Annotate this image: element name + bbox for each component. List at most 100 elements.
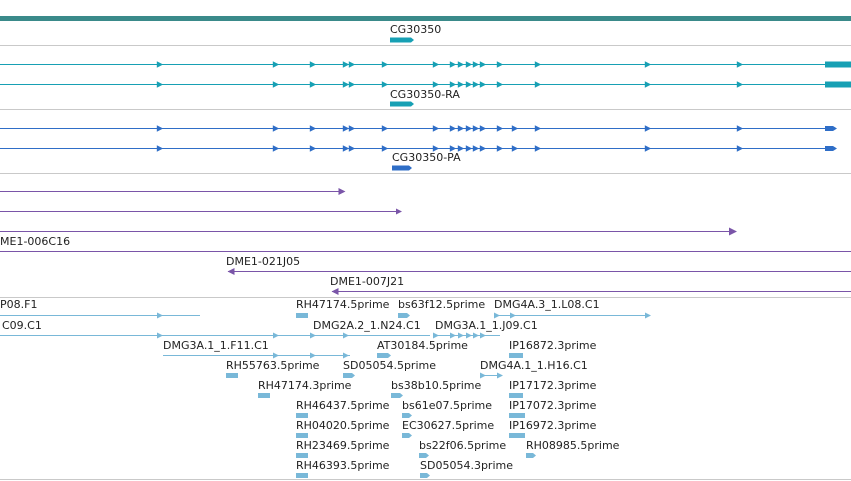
strand-arrow: [644, 125, 652, 132]
strand-arrow: [496, 81, 504, 88]
strand-arrow: [511, 125, 519, 132]
est-block: [402, 413, 412, 418]
est-block: [296, 453, 308, 458]
est-label[interactable]: IP16972.3prime: [509, 419, 597, 432]
strand-arrow: [465, 61, 473, 68]
est-label[interactable]: EC30627.5prime: [402, 419, 495, 432]
est-label[interactable]: RH47174.5prime: [296, 298, 390, 311]
est-arrow: [480, 372, 486, 379]
strand-arrow: [472, 81, 480, 88]
strand-arrow: [479, 125, 487, 132]
est-label[interactable]: DMG4A.1_1.H16.C1: [480, 359, 588, 372]
strand-arrow: [644, 145, 652, 152]
strand-arrow: [156, 125, 164, 132]
est-label[interactable]: bs22f06.5prime: [419, 439, 507, 452]
est-label[interactable]: IP17072.3prime: [509, 399, 597, 412]
est-label[interactable]: RH23469.5prime: [296, 439, 390, 452]
strand-arrow: [348, 145, 356, 152]
strand-arrow: [272, 145, 280, 152]
strand-arrow: [496, 145, 504, 152]
est-label[interactable]: C09.C1: [2, 319, 42, 332]
gene-label[interactable]: CG30350: [390, 23, 442, 36]
est-arrow: [458, 332, 464, 339]
exon-block: [825, 81, 851, 88]
est-block: [296, 433, 308, 438]
strand-arrow: [449, 125, 457, 132]
strand-arrow: [457, 145, 465, 152]
est-label[interactable]: RH04020.5prime: [296, 419, 390, 432]
strand-arrow: [534, 145, 542, 152]
strand-arrow: [465, 81, 473, 88]
strand-arrow: [432, 145, 440, 152]
est-arrow: [310, 332, 316, 339]
est-label[interactable]: P08.F1: [0, 298, 38, 311]
est-label[interactable]: SD05054.3prime: [420, 459, 513, 472]
est-arrow: [273, 352, 279, 359]
strand-arrow: [432, 61, 440, 68]
strand-arrow: [534, 125, 542, 132]
est-label[interactable]: SD05054.5prime: [343, 359, 436, 372]
strand-arrow: [272, 125, 280, 132]
strand-arrow: [457, 125, 465, 132]
est-label[interactable]: IP17172.3prime: [509, 379, 597, 392]
est-label[interactable]: AT30184.5prime: [377, 339, 468, 352]
est-label[interactable]: RH46393.5prime: [296, 459, 390, 472]
strand-arrow: [736, 81, 744, 88]
strand-arrow: [736, 145, 744, 152]
est-label[interactable]: bs38b10.5prime: [391, 379, 482, 392]
clone-label[interactable]: DME1-021J05: [226, 255, 301, 268]
est-block: [509, 353, 523, 358]
est-arrow: [433, 332, 439, 339]
est-block: [420, 473, 430, 478]
est-arrow: [157, 332, 163, 339]
strand-arrow: [309, 125, 317, 132]
strand-arrow: [272, 81, 280, 88]
est-label[interactable]: RH08985.5prime: [526, 439, 620, 452]
top-band: [0, 16, 851, 21]
strand-arrow: [348, 81, 356, 88]
est-block: [398, 313, 410, 318]
est-arrow: [450, 332, 456, 339]
clone-arrow: [396, 208, 402, 215]
gene-feature: [390, 37, 414, 43]
transcript-ra-label[interactable]: CG30350-RA: [390, 88, 460, 101]
clone-label[interactable]: ME1-006C16: [0, 235, 71, 248]
est-arrow: [466, 332, 472, 339]
est-block: [509, 393, 523, 398]
strand-arrow: [449, 61, 457, 68]
est-arrow: [343, 352, 349, 359]
est-label[interactable]: IP16872.3prime: [509, 339, 597, 352]
strand-arrow: [309, 145, 317, 152]
strand-arrow: [457, 81, 465, 88]
strand-arrow: [472, 145, 480, 152]
strand-arrow: [342, 81, 350, 88]
clone-label[interactable]: DME1-007J21: [330, 275, 405, 288]
strand-arrow: [511, 145, 519, 152]
est-label[interactable]: DMG3A.1_1.F11.C1: [163, 339, 269, 352]
est-block: [343, 373, 355, 378]
clone-arrow: [331, 288, 339, 295]
strand-arrow: [381, 61, 389, 68]
est-label[interactable]: RH47174.3prime: [258, 379, 352, 392]
transcript-pa-label[interactable]: CG30350-PA: [392, 151, 461, 164]
est-arrow: [273, 332, 279, 339]
est-block: [377, 353, 391, 358]
strand-arrow: [449, 81, 457, 88]
strand-arrow: [472, 125, 480, 132]
est-label[interactable]: bs61e07.5prime: [402, 399, 493, 412]
strand-arrow: [496, 125, 504, 132]
strand-arrow: [479, 81, 487, 88]
est-label[interactable]: bs63f12.5prime: [398, 298, 486, 311]
est-label[interactable]: DMG4A.3_1.L08.C1: [494, 298, 600, 311]
strand-arrow: [381, 145, 389, 152]
strand-arrow: [272, 61, 280, 68]
est-label[interactable]: RH46437.5prime: [296, 399, 390, 412]
est-block: [258, 393, 270, 398]
est-arrow: [343, 332, 349, 339]
est-label[interactable]: RH55763.5prime: [226, 359, 320, 372]
strand-arrow: [465, 125, 473, 132]
strand-arrow: [465, 145, 473, 152]
est-label[interactable]: DMG2A.2_1.N24.C1: [313, 319, 421, 332]
est-label[interactable]: DMG3A.1_1.J09.C1: [435, 319, 538, 332]
